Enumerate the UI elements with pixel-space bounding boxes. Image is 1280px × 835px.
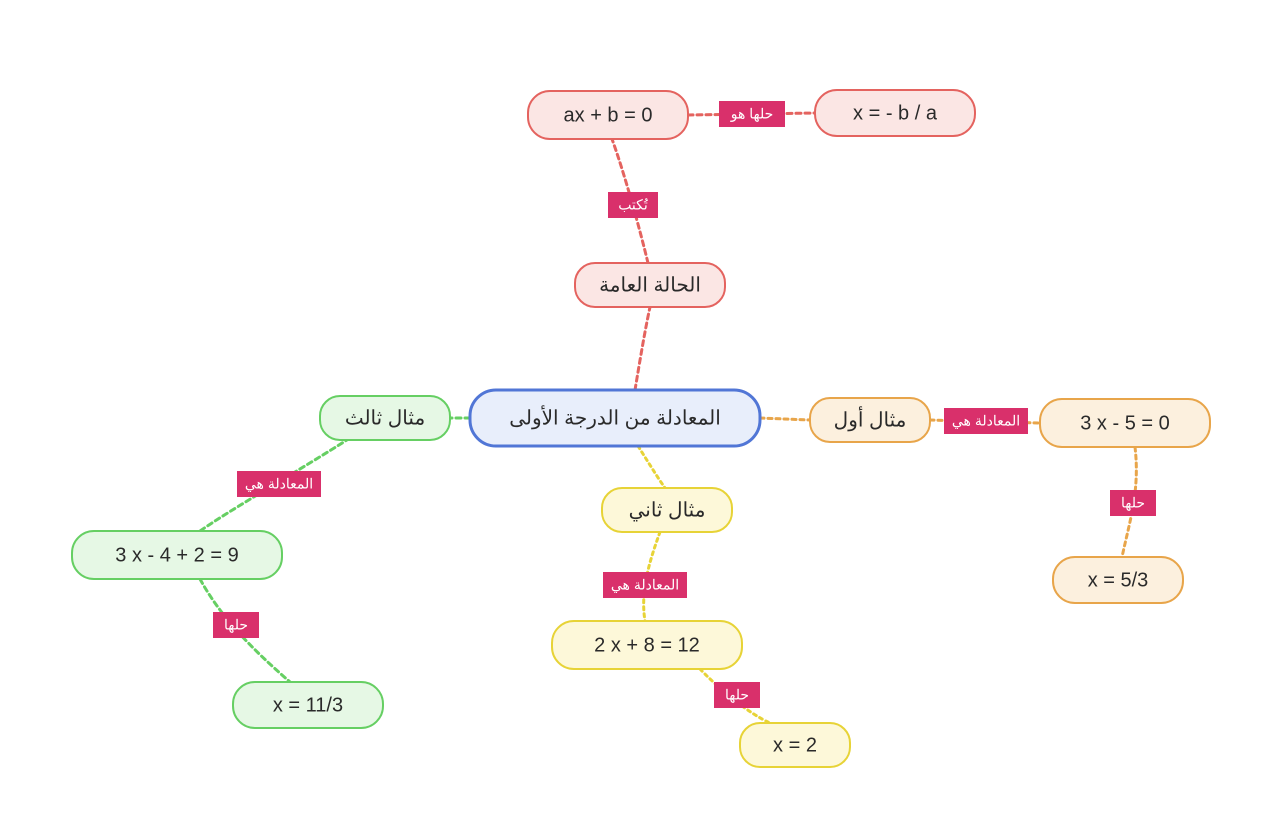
node-ex1[interactable]: مثال أول [810, 398, 930, 442]
edge-label-text: حلها هو [730, 106, 774, 123]
node-general[interactable]: الحالة العامة [575, 263, 725, 307]
edge-label-text: حلها [725, 687, 749, 704]
node-genform[interactable]: ax + b = 0 [528, 91, 688, 139]
node-gensol[interactable]: x = - b / a [815, 90, 975, 136]
edge-label-text: المعادلة هي [611, 577, 679, 593]
node-label: ax + b = 0 [564, 104, 653, 126]
node-ex1eq[interactable]: 3 x - 5 = 0 [1040, 399, 1210, 447]
node-label: الحالة العامة [599, 274, 701, 296]
edge-center-ex2 [638, 446, 665, 488]
node-ex2[interactable]: مثال ثاني [602, 488, 732, 532]
edge-label-text: تُكتب [618, 197, 648, 213]
edge-label-text: المعادلة هي [245, 476, 313, 492]
node-label: x = - b / a [853, 102, 938, 124]
node-label: x = 5/3 [1088, 569, 1149, 591]
edge-label-text: حلها [224, 617, 248, 634]
node-ex3[interactable]: مثال ثالث [320, 396, 450, 440]
node-label: x = 2 [773, 734, 817, 756]
node-center[interactable]: المعادلة من الدرجة الأولى [470, 390, 760, 446]
node-label: مثال ثالث [345, 407, 425, 429]
node-ex2sol[interactable]: x = 2 [740, 723, 850, 767]
node-ex3eq[interactable]: 3 x - 4 + 2 = 9 [72, 531, 282, 579]
node-ex3sol[interactable]: x = 11/3 [233, 682, 383, 728]
edge-center-ex1 [760, 418, 810, 420]
node-label: x = 11/3 [273, 694, 343, 716]
edge-center-general [635, 307, 650, 390]
node-ex2eq[interactable]: 2 x + 8 = 12 [552, 621, 742, 669]
node-ex1sol[interactable]: x = 5/3 [1053, 557, 1183, 603]
node-label: 3 x - 5 = 0 [1080, 412, 1170, 434]
node-label: مثال ثاني [629, 499, 706, 521]
node-label: مثال أول [834, 405, 907, 431]
nodes-layer: المعادلة من الدرجة الأولى الحالة العامة ax… [72, 90, 1210, 767]
concept-map-canvas: تُكتب حلها هو المعادلة هي حلها المعادلة هي حل… [0, 0, 1280, 835]
node-label: المعادلة من الدرجة الأولى [509, 404, 721, 429]
edge-label-text: المعادلة هي [952, 413, 1020, 429]
node-label: 2 x + 8 = 12 [594, 634, 700, 656]
node-label: 3 x - 4 + 2 = 9 [115, 544, 238, 566]
edge-label-text: حلها [1121, 495, 1145, 512]
